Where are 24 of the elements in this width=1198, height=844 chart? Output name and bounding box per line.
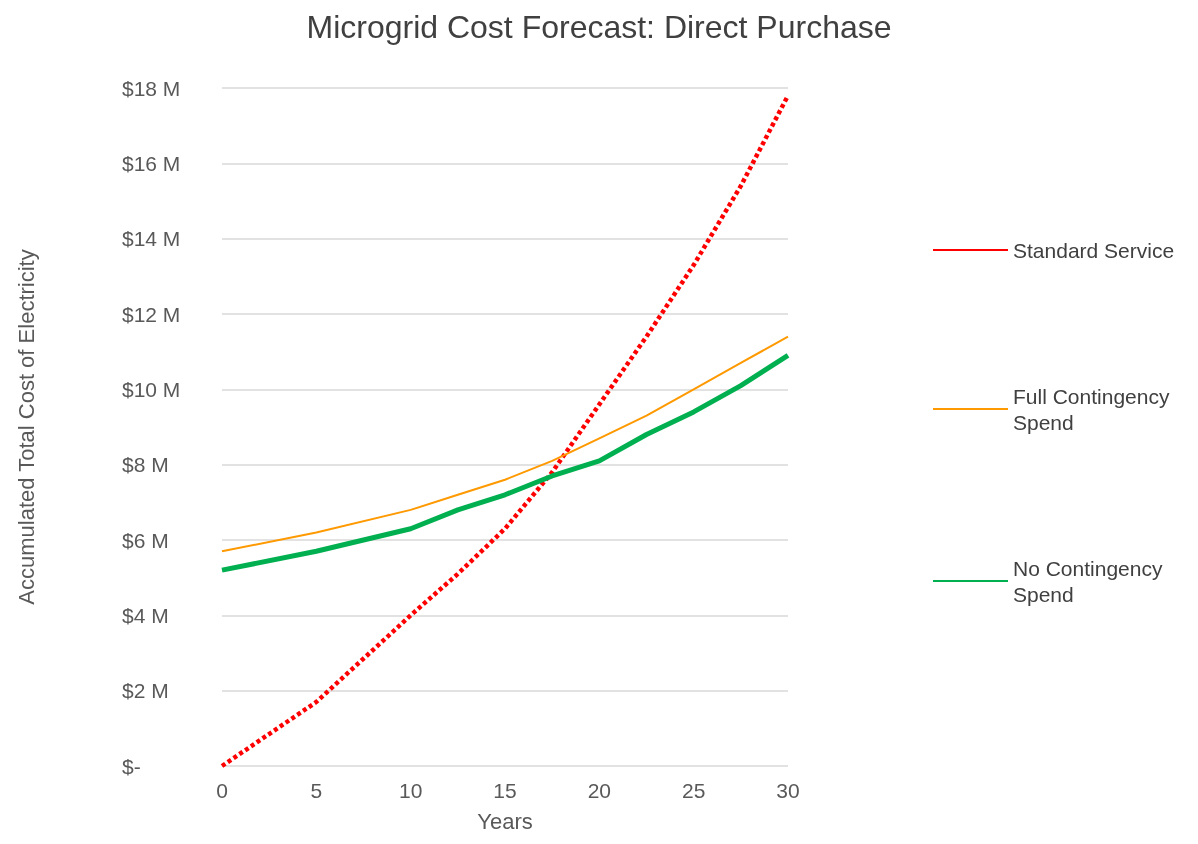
y-axis-title: Accumulated Total Cost of Electricity xyxy=(13,249,39,605)
x-tick-label: 30 xyxy=(776,779,800,802)
y-tick-label: $16 M xyxy=(122,151,181,175)
line-series xyxy=(221,335,789,553)
y-tick-label: $6 M xyxy=(122,528,169,552)
chart-title: Microgrid Cost Forecast: Direct Purchase xyxy=(306,9,892,45)
legend-label: No Contingency Spend xyxy=(1013,556,1169,606)
x-tick-label: 5 xyxy=(310,779,323,802)
x-tick-label: 10 xyxy=(398,779,423,802)
legend-label: Full Contingency Spend xyxy=(1013,384,1176,434)
x-axis-title: Years xyxy=(477,808,533,834)
x-tick-label: 25 xyxy=(681,779,706,802)
y-tick-label: $10 M xyxy=(122,377,181,401)
y-tick-label: $8 M xyxy=(122,453,169,477)
x-tick-label: 0 xyxy=(216,779,228,802)
y-tick-label: $12 M xyxy=(122,302,181,326)
x-tick-label: 15 xyxy=(493,779,517,802)
y-tick-label: $2 M xyxy=(122,679,169,703)
y-tick-label: $4 M xyxy=(122,603,169,627)
y-tick-label: $14 M xyxy=(122,227,181,251)
x-tick-label: 20 xyxy=(587,779,612,802)
y-tick-label: $18 M xyxy=(122,76,181,100)
y-tick-label: $- xyxy=(122,754,141,778)
legend-label: Standard Service xyxy=(1013,238,1175,262)
